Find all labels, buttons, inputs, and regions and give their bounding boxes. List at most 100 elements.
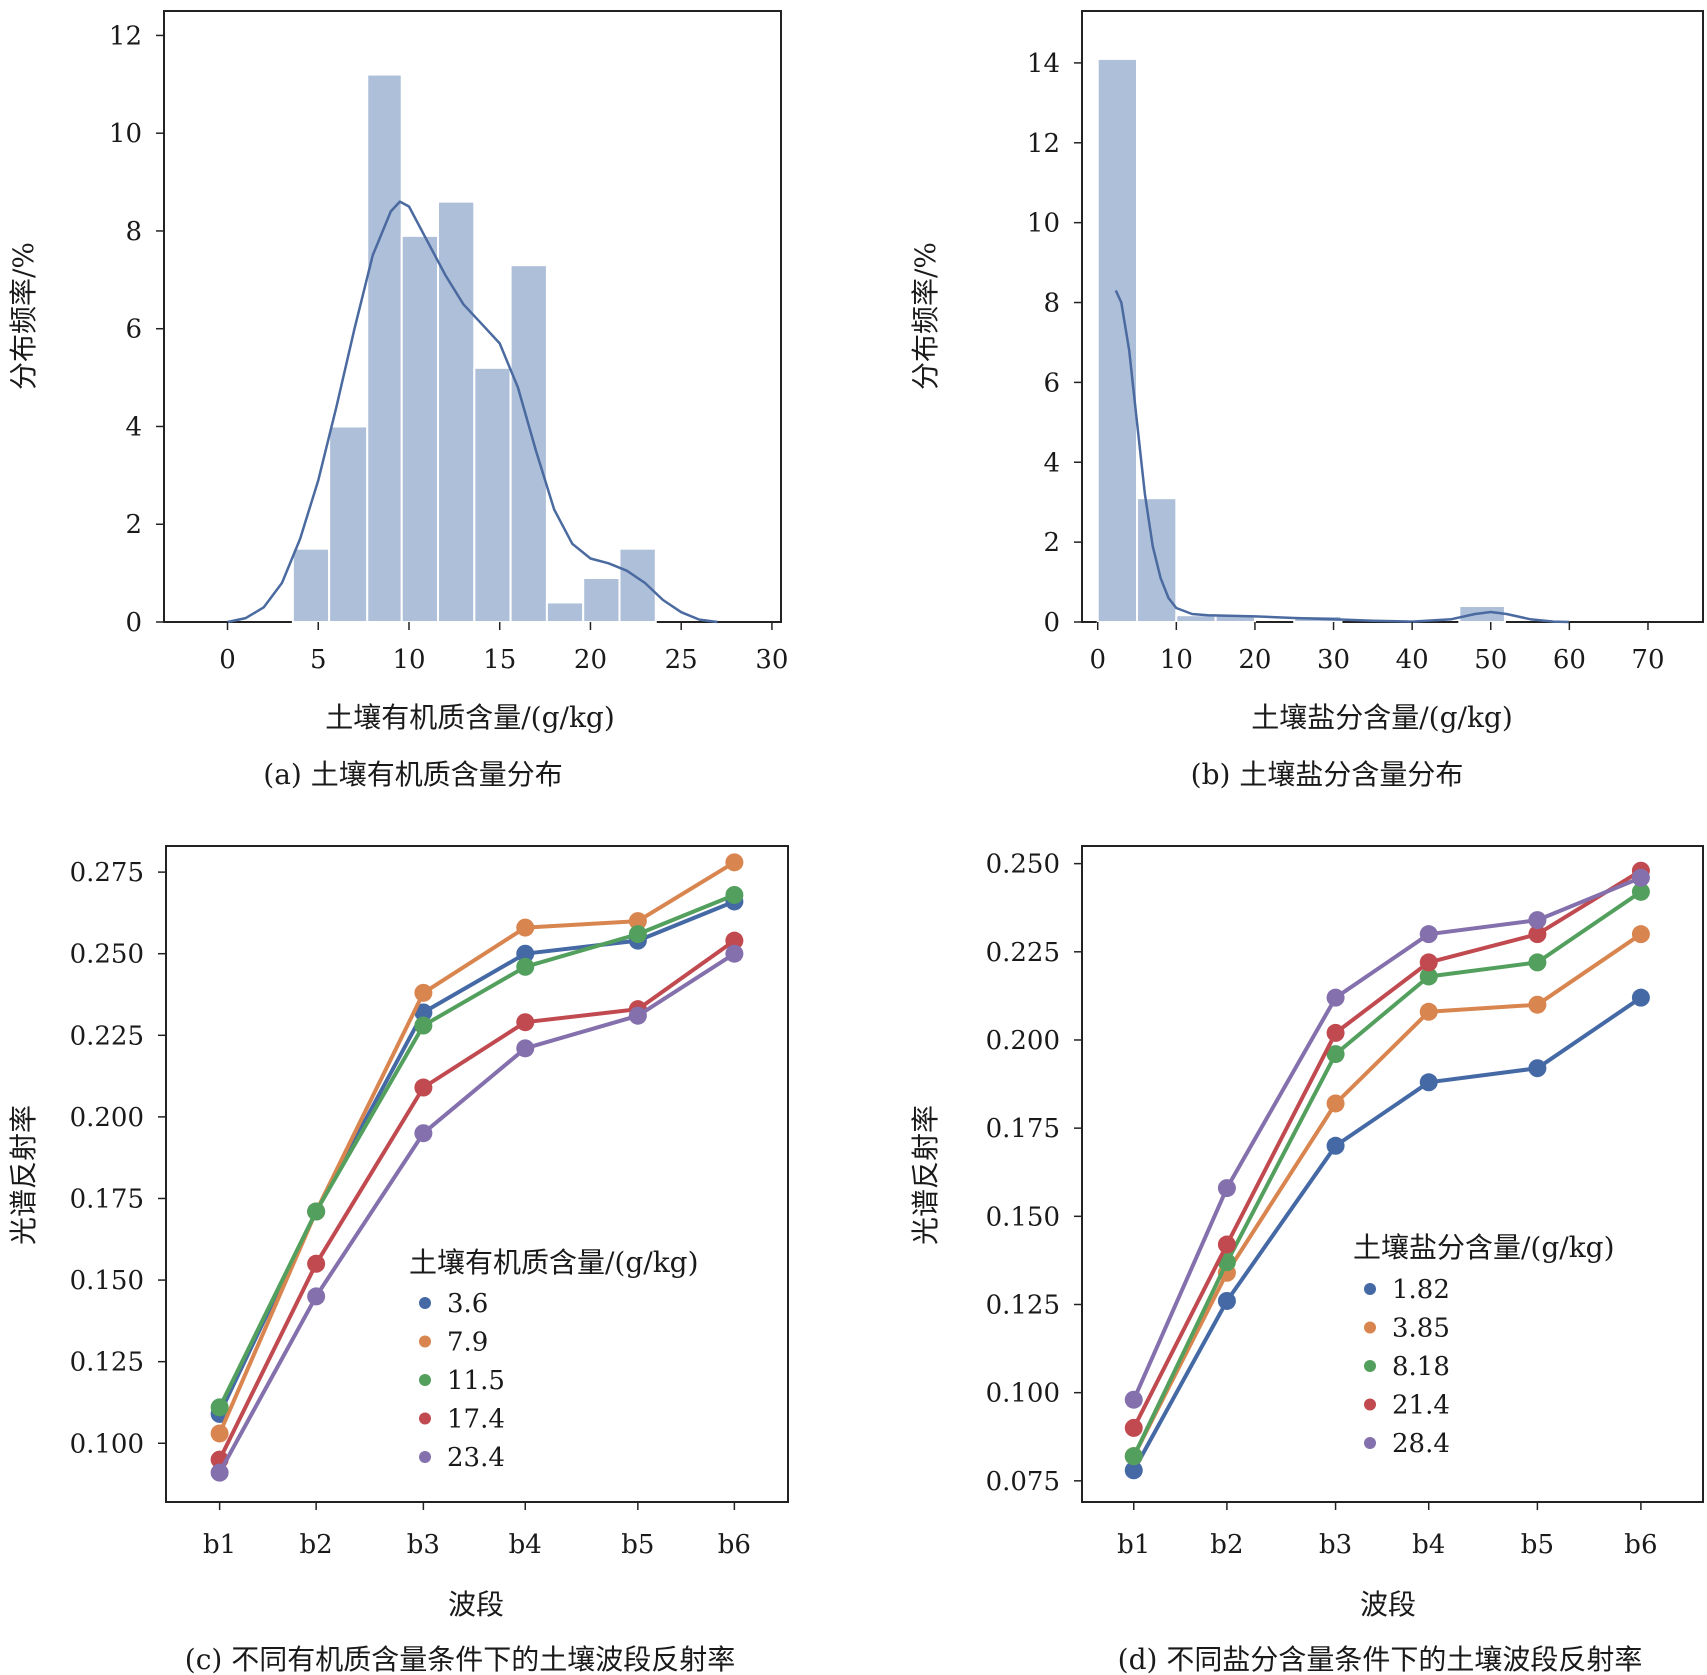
- legend-marker: [419, 1412, 431, 1425]
- data-point: [1528, 953, 1547, 972]
- data-point: [1326, 1023, 1345, 1042]
- y-tick-label: 0.225: [70, 1021, 144, 1051]
- data-point: [1631, 868, 1650, 887]
- series-3.85: [1124, 925, 1650, 1466]
- data-point: [210, 1463, 229, 1482]
- x-axis-label: 土壤盐分含量/(g/kg): [1251, 701, 1513, 734]
- data-point: [1326, 1094, 1345, 1113]
- histogram-bars: [1096, 57, 1506, 624]
- y-tick-label: 0.100: [986, 1379, 1060, 1409]
- kde-curve: [1114, 289, 1570, 624]
- y-axis-ticks: 0.100 0.125 0.150 0.175 0.200 0.225 0.250 0.275: [70, 858, 166, 1459]
- data-point: [1217, 1291, 1236, 1310]
- y-tick-label: 2: [1043, 528, 1060, 558]
- series-line: [1131, 875, 1642, 1401]
- panel-caption: (d) 不同盐分含量条件下的土壤波段反射率: [1118, 1643, 1643, 1675]
- data-point: [725, 885, 744, 904]
- x-tick-label: 0: [1089, 645, 1106, 675]
- y-tick-label: 0.275: [70, 858, 144, 888]
- y-axis-ticks: 0.075 0.100 0.125 0.150 0.175 0.200 0.225 0.250: [986, 850, 1082, 1497]
- legend-label: 23.4: [447, 1443, 505, 1473]
- x-tick-label: 10: [1160, 645, 1193, 675]
- series-21.4: [1124, 861, 1650, 1437]
- histogram-bar: [437, 200, 476, 624]
- kde-curve: [227, 200, 718, 624]
- data-point: [307, 1254, 326, 1273]
- data-point: [1419, 953, 1438, 972]
- x-tick-label: 20: [1238, 645, 1271, 675]
- y-tick-label: 0.175: [986, 1114, 1060, 1144]
- y-tick-label: 14: [1027, 49, 1060, 79]
- data-point: [516, 957, 535, 976]
- y-tick-label: 0: [125, 608, 142, 638]
- y-tick-label: 0.100: [70, 1429, 144, 1459]
- y-tick-label: 10: [109, 119, 142, 149]
- data-point: [1217, 1235, 1236, 1254]
- y-axis-label: 分布频率/%: [7, 242, 40, 390]
- y-axis-label: 光谱反射率: [7, 1105, 40, 1245]
- x-axis-ticks: b1 b2 b3 b4 b5 b6: [1117, 1502, 1657, 1560]
- legend-marker: [1364, 1360, 1376, 1372]
- x-tick-label: b4: [509, 1530, 542, 1560]
- y-tick-label: 12: [109, 21, 142, 51]
- plot-frame: [165, 845, 789, 1503]
- panel-caption: (a) 土壤有机质含量分布: [263, 758, 562, 791]
- y-tick-label: 8: [1043, 289, 1060, 319]
- y-tick-label: 8: [125, 217, 142, 247]
- x-tick-label: 30: [1317, 645, 1350, 675]
- x-tick-label: 10: [392, 645, 425, 675]
- panel-b: 0 10 20 30 40 50 60 70 0 2 4 6 8 10 12 14 土壤盐分含量/(g/kg…: [909, 10, 1704, 791]
- series-23.4: [210, 944, 744, 1482]
- series-group: [1124, 861, 1650, 1480]
- legend: 土壤有机质含量/(g/kg) 3.6 7.9 11.5 17.4 23.4: [409, 1246, 699, 1473]
- series-11.5: [210, 885, 744, 1417]
- data-point: [414, 1016, 433, 1035]
- x-tick-label: b6: [1624, 1530, 1657, 1560]
- data-point: [1528, 995, 1547, 1014]
- x-tick-label: b4: [1412, 1530, 1445, 1560]
- legend-marker: [419, 1451, 431, 1463]
- y-tick-label: 0.250: [70, 940, 144, 970]
- data-point: [628, 1006, 647, 1025]
- x-tick-label: 40: [1396, 645, 1429, 675]
- data-point: [1419, 967, 1438, 986]
- x-tick-label: 30: [755, 645, 788, 675]
- legend-marker: [419, 1297, 431, 1309]
- data-point: [1326, 1045, 1345, 1064]
- y-tick-label: 12: [1027, 129, 1060, 159]
- x-tick-label: b2: [1210, 1530, 1243, 1560]
- data-point: [1631, 988, 1650, 1007]
- data-point: [414, 1078, 433, 1097]
- series-line: [217, 952, 736, 1474]
- legend-marker: [419, 1374, 431, 1386]
- histogram-bar: [1096, 57, 1139, 623]
- panel-d: b1 b2 b3 b4 b5 b6 0.0750.1000.1250.1500.1750.…: [909, 845, 1704, 1675]
- x-axis-label: 波段: [448, 1588, 504, 1621]
- series-1.82: [1124, 988, 1650, 1480]
- data-point: [725, 931, 744, 950]
- data-point: [1419, 1002, 1438, 1021]
- legend-marker: [1364, 1321, 1376, 1334]
- x-tick-label: 15: [483, 645, 516, 675]
- legend-label: 28.4: [1392, 1429, 1450, 1459]
- legend-marker: [1364, 1398, 1376, 1411]
- x-tick-label: 60: [1553, 645, 1586, 675]
- x-tick-label: b3: [407, 1530, 440, 1560]
- y-tick-label: 6: [1043, 368, 1060, 398]
- data-point: [516, 1013, 535, 1032]
- data-point: [307, 1287, 326, 1306]
- histogram-bar: [545, 601, 585, 623]
- data-point: [1528, 925, 1547, 944]
- y-axis-ticks: 0 2 4 6 8 10 12: [109, 21, 164, 638]
- y-tick-label: 0.150: [70, 1266, 144, 1296]
- data-point: [414, 1124, 433, 1143]
- histogram-bar: [366, 73, 403, 623]
- data-point: [516, 918, 535, 937]
- histogram-bar: [618, 547, 657, 623]
- legend-label: 3.6: [447, 1289, 488, 1319]
- histogram-bar: [400, 234, 440, 624]
- x-axis-label: 土壤有机质含量/(g/kg): [325, 701, 615, 734]
- x-tick-label: 5: [310, 645, 327, 675]
- series-line: [217, 893, 736, 1409]
- series-28.4: [1124, 868, 1650, 1409]
